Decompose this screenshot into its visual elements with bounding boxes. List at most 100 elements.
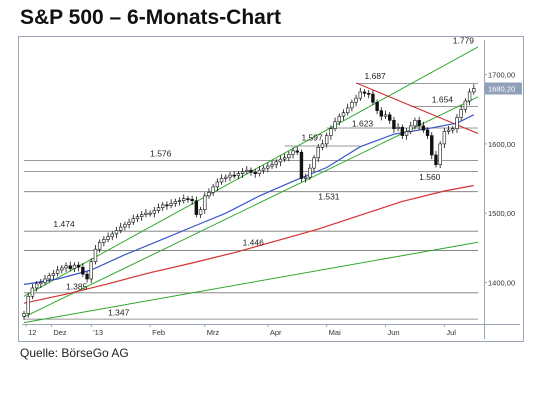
green-trend-line [23,241,479,324]
candle-body [291,150,295,155]
candle-body [409,125,413,132]
candle-body [266,165,270,169]
blue-moving-average [23,114,475,286]
candle-body [102,239,106,243]
candle-body [320,143,325,148]
candle-body [345,107,350,114]
level-annotations: 1.779 1.687 1.654 1.623 1.597 1.576 1.560 1.531… [53,36,474,318]
candle-body [182,198,186,202]
candle-body [156,207,161,211]
candle-body [472,88,476,93]
annotation-label: 1.576 [150,148,172,158]
candle-body [350,102,354,109]
candle-body [97,241,102,250]
y-tick-label: 1400,00 [488,278,515,287]
candle-body [55,269,60,274]
y-tick-label: 1500,00 [488,209,515,218]
candle-body [140,214,144,217]
candle-body [224,176,228,179]
x-tick-label: Mai [329,328,341,337]
candle-body [396,126,400,129]
candle-body [413,120,417,127]
candle-body [161,204,165,208]
last-price-marker: 1680,20 [485,82,522,95]
candle-body [451,128,455,131]
candle-body [148,212,152,215]
chart-title: S&P 500 – 6-Monats-Chart [20,6,282,29]
candle-body [228,174,232,178]
candle-body [211,186,215,193]
annotation-label: 1.474 [53,219,75,229]
red-moving-average [23,184,474,304]
candle-body [144,212,148,215]
candle-body [194,200,199,215]
candle-body [400,126,405,136]
candle-body [434,154,438,165]
candle-body [43,278,47,283]
candle-body [329,128,333,136]
candle-body [442,131,447,145]
candle-body [26,295,30,314]
candle-body [173,201,178,204]
last-price-label: 1680,20 [488,84,515,93]
candle-body [72,264,77,269]
candle-body [430,135,434,156]
annotation-label: 1.654 [432,94,454,104]
annotation-label: 1.687 [365,71,387,81]
x-axis-band [22,325,484,339]
candle-body [341,112,346,117]
annotation-label: 1.597 [301,132,323,142]
candle-body [118,226,123,231]
candle-body [425,129,430,136]
candle-body [34,283,39,289]
candle-body [93,248,98,262]
candle-body [383,114,388,117]
candle-body [131,218,135,223]
moving-averages [23,114,475,304]
candle-body [312,157,316,169]
x-tick-label: Dez [53,328,67,337]
candle-body [388,114,392,121]
x-tick-label: '13 [93,328,103,337]
candle-body [123,223,127,228]
candle-body [282,157,287,160]
last-price-box [485,82,522,95]
candle-body [270,164,274,167]
candle-body [379,110,384,117]
x-tick-label: Mrz [207,328,220,337]
candle-body [455,117,459,129]
candle-body [114,230,119,235]
candle-body [51,273,56,276]
candle-body [261,167,266,171]
candle-body [274,161,278,165]
candle-body [333,121,337,129]
candle-body [299,151,304,179]
candle-body [110,233,114,238]
candle-body [89,261,93,280]
candle-body [85,273,89,280]
annotation-label: 1.779 [453,36,475,45]
candle-body [316,147,320,159]
candle-body [249,169,253,173]
candle-body [308,167,312,178]
annotation-label: 1.446 [243,238,265,248]
candle-body [39,282,43,285]
plot-area [22,40,484,324]
candle-body [417,120,421,127]
candle-body [198,209,203,215]
candle-body [135,216,140,220]
candle-body [245,169,249,172]
candle-body [215,181,220,188]
candle-body [64,265,68,269]
x-tick-label: Jun [388,328,400,337]
candle-body [371,93,375,103]
candle-body [30,287,35,297]
candle-body [76,264,81,268]
annotation-label: 1.385 [66,281,88,291]
y-axis-ticks: 1400,00 1500,00 1600,00 1700,00 [484,71,515,287]
annotation-label: 1.623 [352,119,374,129]
candle-body [169,203,173,206]
candle-body [207,192,211,197]
candle-body [106,236,110,240]
candle-body [337,115,341,123]
